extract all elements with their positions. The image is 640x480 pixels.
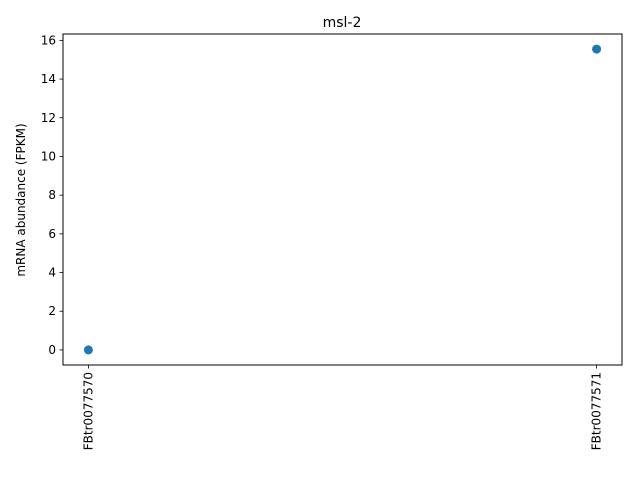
chart-title: msl-2 bbox=[323, 15, 362, 31]
data-points bbox=[83, 44, 602, 355]
y-tick-label: 0 bbox=[48, 343, 56, 357]
x-tick-label: FBtr0077571 bbox=[590, 372, 604, 450]
y-tick-label: 12 bbox=[41, 111, 56, 125]
y-tick-label: 6 bbox=[48, 227, 56, 241]
y-axis: 0 2 4 6 8 10 12 14 16 bbox=[41, 33, 63, 357]
y-tick-label: 16 bbox=[41, 33, 56, 47]
y-tick-label: 2 bbox=[48, 304, 56, 318]
x-axis: FBtr0077570 FBtr0077571 bbox=[81, 365, 604, 450]
y-tick-label: 10 bbox=[41, 149, 56, 163]
plot-frame bbox=[62, 33, 623, 366]
y-tick-label: 14 bbox=[41, 72, 56, 86]
data-point bbox=[592, 44, 602, 54]
data-point bbox=[83, 345, 93, 355]
y-tick-label: 8 bbox=[48, 188, 56, 202]
x-tick-label: FBtr0077570 bbox=[81, 372, 95, 450]
y-tick-label: 4 bbox=[48, 266, 56, 280]
y-axis-label: mRNA abundance (FPKM) bbox=[14, 123, 28, 276]
